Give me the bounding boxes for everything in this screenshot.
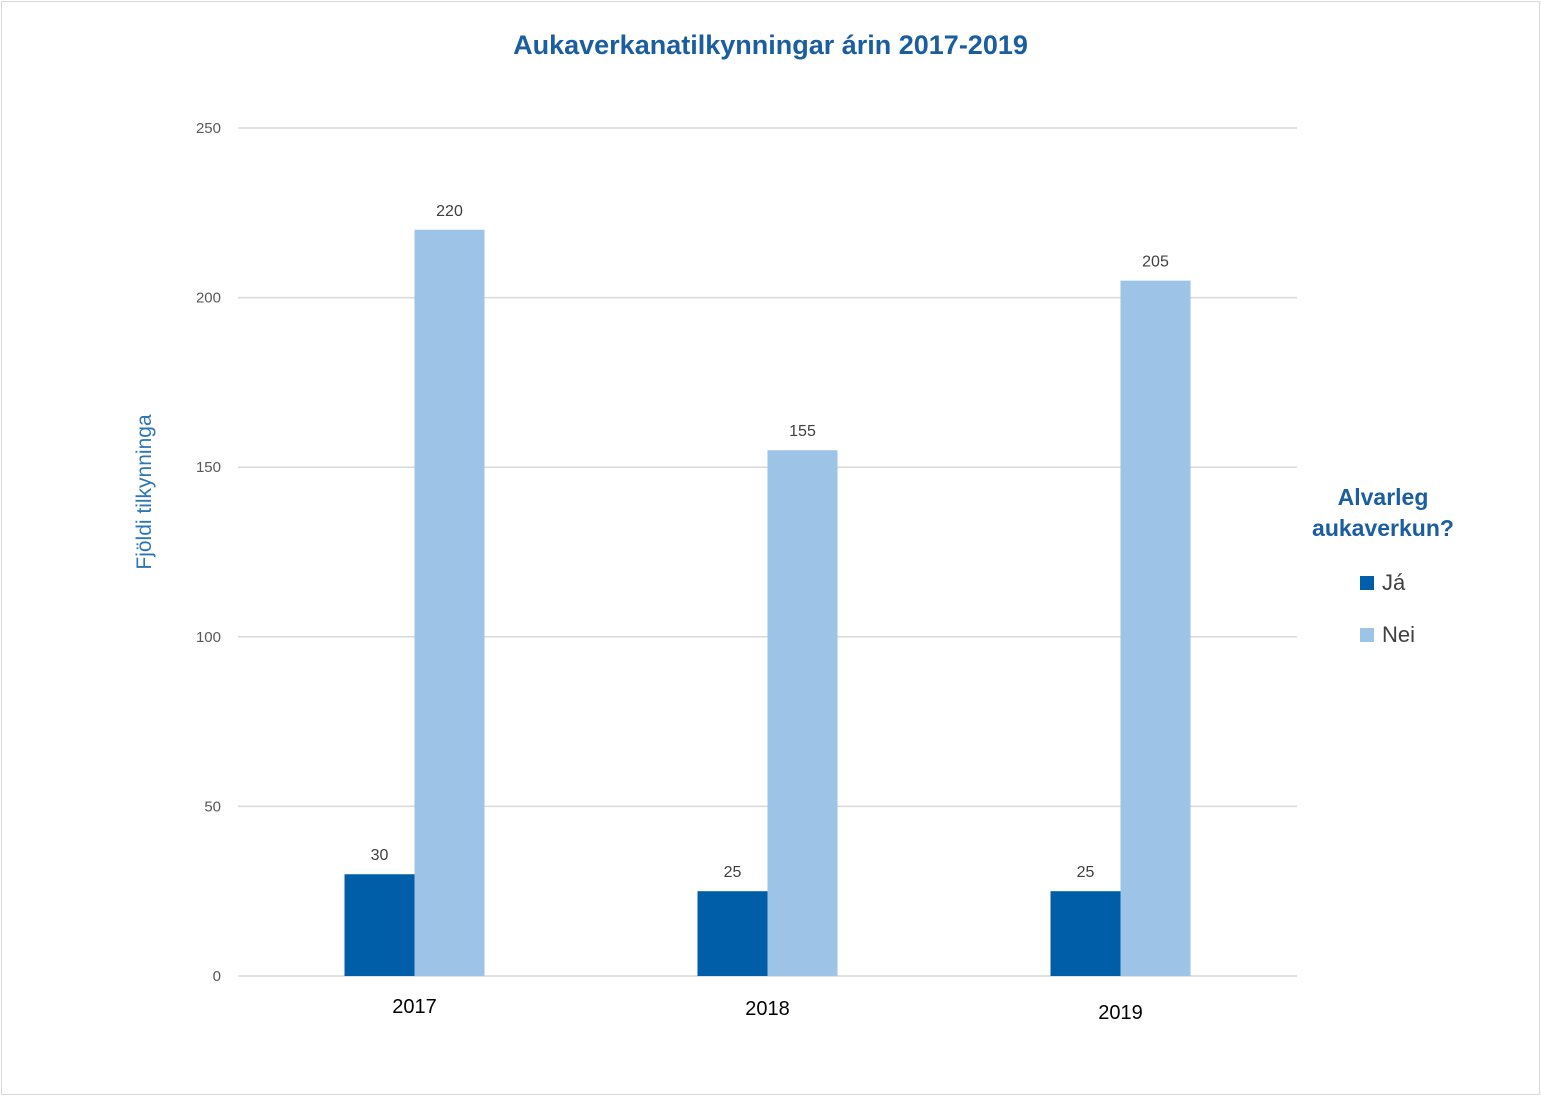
data-label-2018-nei: 155 [789, 423, 816, 440]
bar-2017-j [344, 874, 415, 976]
y-tick-label-100: 100 [196, 629, 221, 646]
y-tick-label-200: 200 [196, 290, 221, 307]
x-tick-label-2018: 2018 [745, 998, 790, 1020]
legend-label-nei: Nei [1382, 622, 1416, 647]
chart-title: Aukaverkanatilkynningar árin 2017-2019 [513, 30, 1028, 60]
y-tick-label-250: 250 [196, 120, 221, 137]
legend-swatch-nei [1360, 628, 1374, 642]
legend-item-nei: Nei [1360, 622, 1415, 648]
bar-2017-nei [414, 229, 485, 976]
x-tick-label-2017: 2017 [392, 996, 437, 1018]
y-tick-label-50: 50 [204, 798, 221, 815]
data-label-2017-nei: 220 [436, 203, 463, 220]
bar-2018-j [697, 891, 768, 976]
legend: Alvarleg aukaverkun? Já Nei [1300, 482, 1466, 647]
legend-item-ja: Já [1360, 570, 1405, 596]
bar-2018-nei [767, 450, 838, 976]
y-tick-label-0: 0 [213, 968, 221, 985]
legend-title: Alvarleg aukaverkun? [1312, 484, 1454, 541]
legend-swatch-ja [1360, 576, 1374, 590]
data-label-2017-j: 30 [371, 847, 389, 864]
data-label-2018-j: 25 [724, 864, 742, 881]
legend-label-ja: Já [1382, 570, 1406, 595]
y-tick-label-150: 150 [196, 459, 221, 476]
bar-2019-nei [1120, 280, 1191, 976]
data-label-2019-nei: 205 [1142, 254, 1169, 271]
data-label-2019-j: 25 [1077, 864, 1095, 881]
bar-2019-j [1050, 891, 1121, 976]
x-tick-label-2019: 2019 [1098, 1002, 1143, 1024]
